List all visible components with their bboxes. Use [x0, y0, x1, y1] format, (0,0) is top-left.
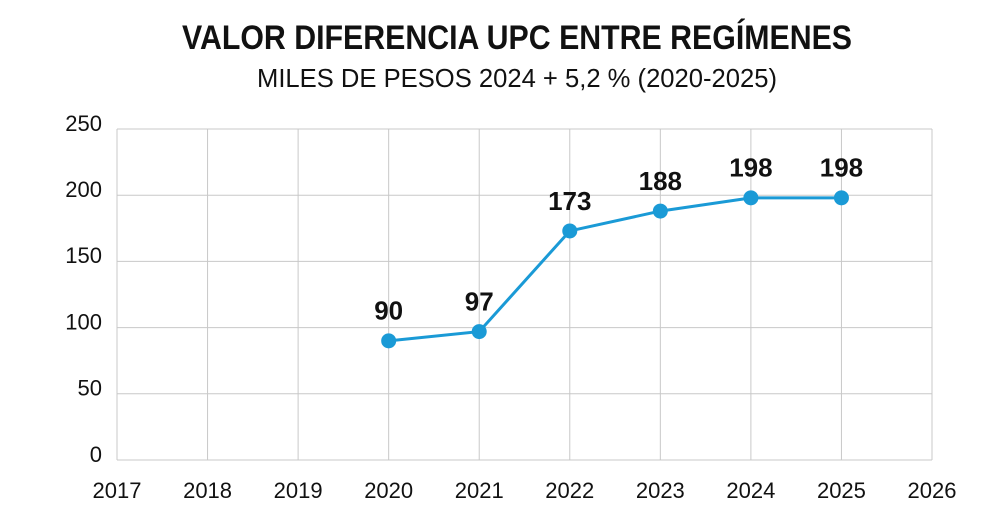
data-point: [562, 223, 578, 239]
x-tick-label: 2024: [726, 478, 775, 503]
x-tick-label: 2022: [545, 478, 594, 503]
data-point: [743, 190, 759, 206]
data-label: 198: [729, 153, 772, 183]
x-tick-label: 2026: [908, 478, 957, 503]
data-point: [471, 324, 487, 340]
y-tick-label: 150: [65, 243, 102, 268]
data-label: 188: [639, 166, 682, 196]
x-tick-label: 2025: [817, 478, 866, 503]
data-point: [833, 190, 849, 206]
data-label: 97: [465, 286, 494, 316]
data-label: 90: [374, 296, 403, 326]
data-point: [381, 333, 397, 349]
data-line: [388, 196, 842, 343]
x-tick-label: 2018: [183, 478, 232, 503]
data-point: [652, 203, 668, 219]
y-tick-label: 250: [65, 111, 102, 136]
x-tick-label: 2021: [455, 478, 504, 503]
data-label: 198: [820, 153, 863, 183]
x-tick-label: 2020: [364, 478, 413, 503]
y-tick-label: 50: [78, 376, 102, 401]
chart-title: VALOR DIFERENCIA UPC ENTRE REGÍMENES: [182, 19, 852, 57]
data-label: 173: [548, 186, 591, 216]
chart-subtitle: MILES DE PESOS 2024 + 5,2 % (2020-2025): [257, 63, 777, 93]
x-tick-label: 2023: [636, 478, 685, 503]
y-tick-label: 0: [90, 442, 102, 467]
y-tick-label: 100: [65, 309, 102, 334]
x-tick-label: 2017: [93, 478, 142, 503]
y-tick-label: 200: [65, 177, 102, 202]
x-tick-label: 2019: [274, 478, 323, 503]
